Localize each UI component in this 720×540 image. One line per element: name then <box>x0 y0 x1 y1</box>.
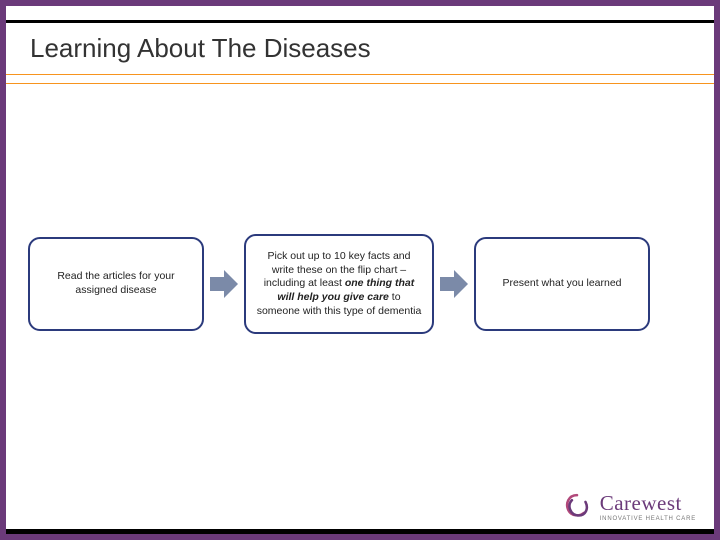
flow-box-1: Read the articles for your assigned dise… <box>28 237 204 331</box>
slide-frame: Learning About The Diseases Read the art… <box>0 0 720 540</box>
content-area: Read the articles for your assigned dise… <box>6 84 714 464</box>
flow-box-1-text: Read the articles for your assigned dise… <box>40 270 192 297</box>
logo: Carewest INNOVATIVE HEALTH CARE <box>560 490 696 524</box>
logo-text: Carewest INNOVATIVE HEALTH CARE <box>600 493 696 522</box>
orange-divider <box>6 74 714 84</box>
arrow-icon <box>440 270 468 298</box>
slide-title: Learning About The Diseases <box>30 33 690 64</box>
logo-icon <box>560 490 594 524</box>
bottom-rule <box>6 529 714 534</box>
flow-box-2-text: Pick out up to 10 key facts and write th… <box>256 250 422 318</box>
logo-name: Carewest <box>600 493 696 514</box>
logo-tagline: INNOVATIVE HEALTH CARE <box>600 516 696 522</box>
flow-box-3: Present what you learned <box>474 237 650 331</box>
flowchart: Read the articles for your assigned dise… <box>28 234 692 334</box>
flow-box-3-text: Present what you learned <box>502 277 621 291</box>
arrow-icon <box>210 270 238 298</box>
flow-box-2: Pick out up to 10 key facts and write th… <box>244 234 434 334</box>
title-row: Learning About The Diseases <box>6 23 714 74</box>
